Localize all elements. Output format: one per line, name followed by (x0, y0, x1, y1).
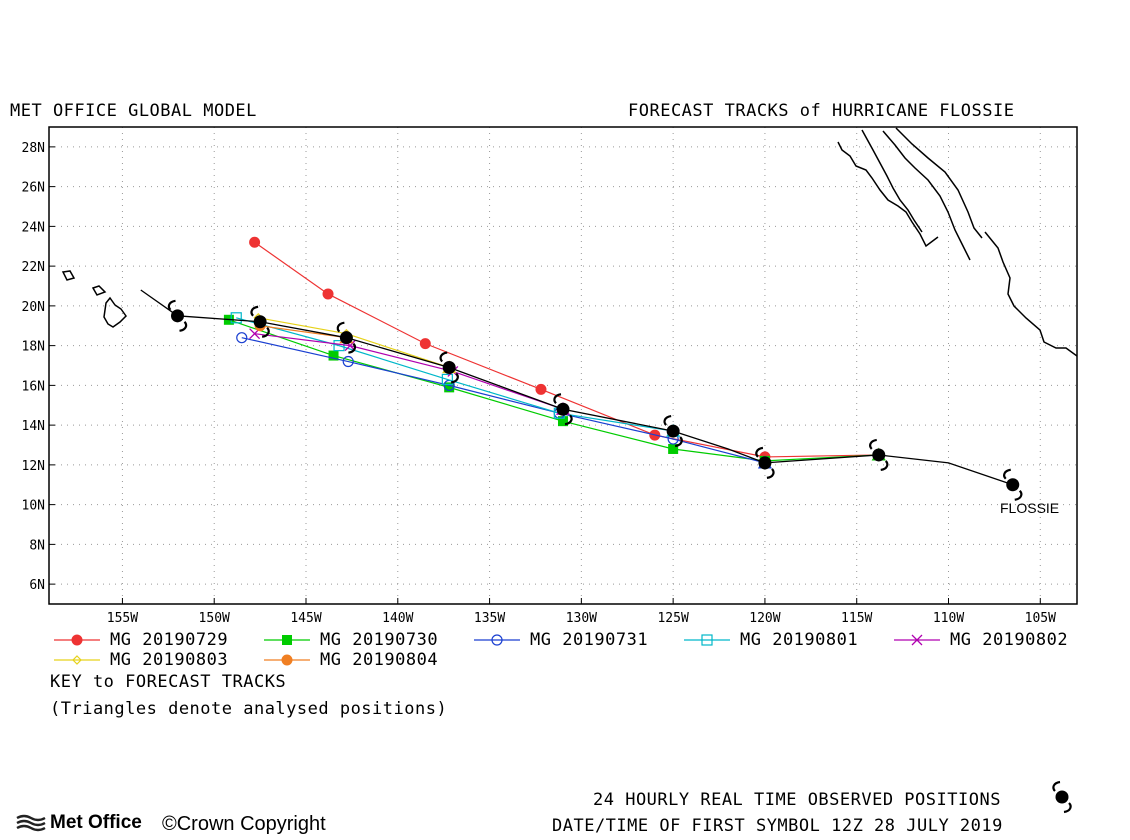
lat-tick-label: 26N (22, 181, 45, 196)
lon-tick-label: 145W (290, 611, 321, 626)
lon-tick-label: 150W (199, 611, 230, 626)
forecast-point (322, 288, 334, 300)
forecast-point (558, 416, 568, 427)
legend-item-label: MG 20190804 (320, 650, 439, 670)
storm-name-label: FLOSSIE (1000, 500, 1059, 516)
lat-tick-label: 24N (22, 220, 45, 235)
legend-swatch (684, 634, 730, 646)
lon-tick-label: 120W (749, 611, 780, 626)
lat-tick-label: 6N (29, 578, 45, 593)
lon-tick-label: 115W (841, 611, 872, 626)
lon-tick-label: 140W (382, 611, 413, 626)
lon-tick-label: 110W (933, 611, 964, 626)
island-kauai (61, 270, 76, 281)
forecast-track-mg-20190729 (249, 236, 886, 463)
lat-tick-label: 8N (29, 538, 45, 553)
lon-tick-label: 105W (1025, 611, 1056, 626)
observed-track (140, 289, 1023, 501)
legend-swatch (474, 634, 520, 646)
legend-swatch (264, 635, 310, 645)
legend-swatch-marker (911, 634, 923, 646)
forecast-track-line (241, 337, 766, 464)
model-title: MET OFFICE GLOBAL MODEL (10, 101, 257, 121)
forecast-point (535, 383, 547, 395)
island-maui (91, 285, 107, 296)
forecast-tracks (223, 236, 886, 469)
forecast-point (236, 332, 248, 344)
island-big-island (103, 296, 127, 328)
observed-track-line (140, 289, 1013, 486)
baja-coast-east (861, 129, 923, 233)
forecast-track-mg-20190731 (236, 332, 772, 469)
legend-swatch (264, 654, 310, 666)
legend-item-label: MG 20190803 (110, 650, 229, 670)
met-office-logo-text: Met Office (50, 812, 142, 833)
legend-swatch-marker (281, 654, 293, 666)
legend-swatch-marker (72, 655, 82, 665)
legend-swatch (54, 634, 100, 646)
met-office-waves-icon (16, 814, 46, 832)
forecast-point (441, 373, 453, 386)
observed-position-hurricane-icon (167, 299, 188, 332)
lat-tick-label: 22N (22, 260, 45, 275)
lat-tick-label: 14N (22, 419, 45, 434)
observed-positions-label: 24 HOURLY REAL TIME OBSERVED POSITIONS (593, 790, 1001, 810)
plot-frame (48, 126, 1078, 605)
legend-symbols (54, 634, 940, 666)
first-symbol-datetime: DATE/TIME OF FIRST SYMBOL 12Z 28 JULY 20… (552, 816, 1003, 836)
legend-swatch-marker (282, 635, 292, 645)
coastline (61, 127, 1077, 357)
map-axes: 28N 26N 24N 22N 20N 18N 16N 14N 12N 10N 8N 6N 155W 15… (22, 141, 1057, 626)
legend-swatch-marker (491, 634, 503, 646)
map-grid (49, 127, 1077, 604)
met-office-logo: Met Office (16, 812, 142, 834)
forecast-point (328, 350, 339, 361)
gulf-coast (895, 127, 983, 239)
legend-swatch (894, 634, 940, 646)
legend-item-label: MG 20190731 (530, 630, 649, 650)
forecast-point (342, 355, 354, 368)
lat-tick-label: 20N (22, 300, 45, 315)
observed-position-hurricane-icon (869, 438, 889, 472)
legend-swatch-marker (71, 634, 83, 646)
baja-coast-west (837, 141, 939, 248)
chart-title: FORECAST TRACKS of HURRICANE FLOSSIE (628, 101, 1015, 121)
forecast-point (230, 312, 242, 324)
lat-tick-label: 16N (22, 379, 45, 394)
lat-tick-label: 12N (22, 459, 45, 474)
copyright-notice: ©Crown Copyright (162, 813, 326, 835)
legend-item-label: MG 20190802 (950, 630, 1069, 650)
observed-position-hurricane-icon (1003, 468, 1023, 501)
legend-item-label: MG 20190729 (110, 630, 229, 650)
lon-tick-label: 125W (657, 611, 688, 626)
forecast-point (333, 340, 345, 352)
mainland-coast-south (984, 231, 1077, 357)
forecast-track-line (260, 325, 347, 339)
forecast-track-mg-20190730 (223, 314, 886, 466)
forecast-track-line (254, 333, 564, 410)
forecast-point (249, 236, 261, 248)
legend-swatch-marker (701, 634, 713, 646)
lat-tick-label: 28N (22, 141, 45, 156)
legend-item-label: MG 20190730 (320, 630, 439, 650)
forecast-track-line (228, 319, 879, 462)
legend-key-title: KEY to FORECAST TRACKS (50, 672, 287, 692)
legend-swatch (54, 655, 100, 665)
hurricane-symbol-icon (1052, 780, 1072, 814)
lat-tick-label: 10N (22, 499, 45, 514)
observed-position-hurricane-icon (663, 414, 683, 448)
legend-item-label: MG 20190801 (740, 630, 859, 650)
mainland-coast-north (882, 130, 971, 261)
lat-tick-label: 18N (22, 340, 45, 355)
legend-key-note: (Triangles denote analysed positions) (50, 699, 448, 719)
lon-tick-label: 155W (107, 611, 138, 626)
lon-tick-label: 135W (474, 611, 505, 626)
forecast-track-line (236, 317, 674, 432)
forecast-point (444, 382, 455, 393)
lon-tick-label: 130W (566, 611, 597, 626)
forecast-point (668, 443, 679, 454)
forecast-point (419, 338, 431, 350)
